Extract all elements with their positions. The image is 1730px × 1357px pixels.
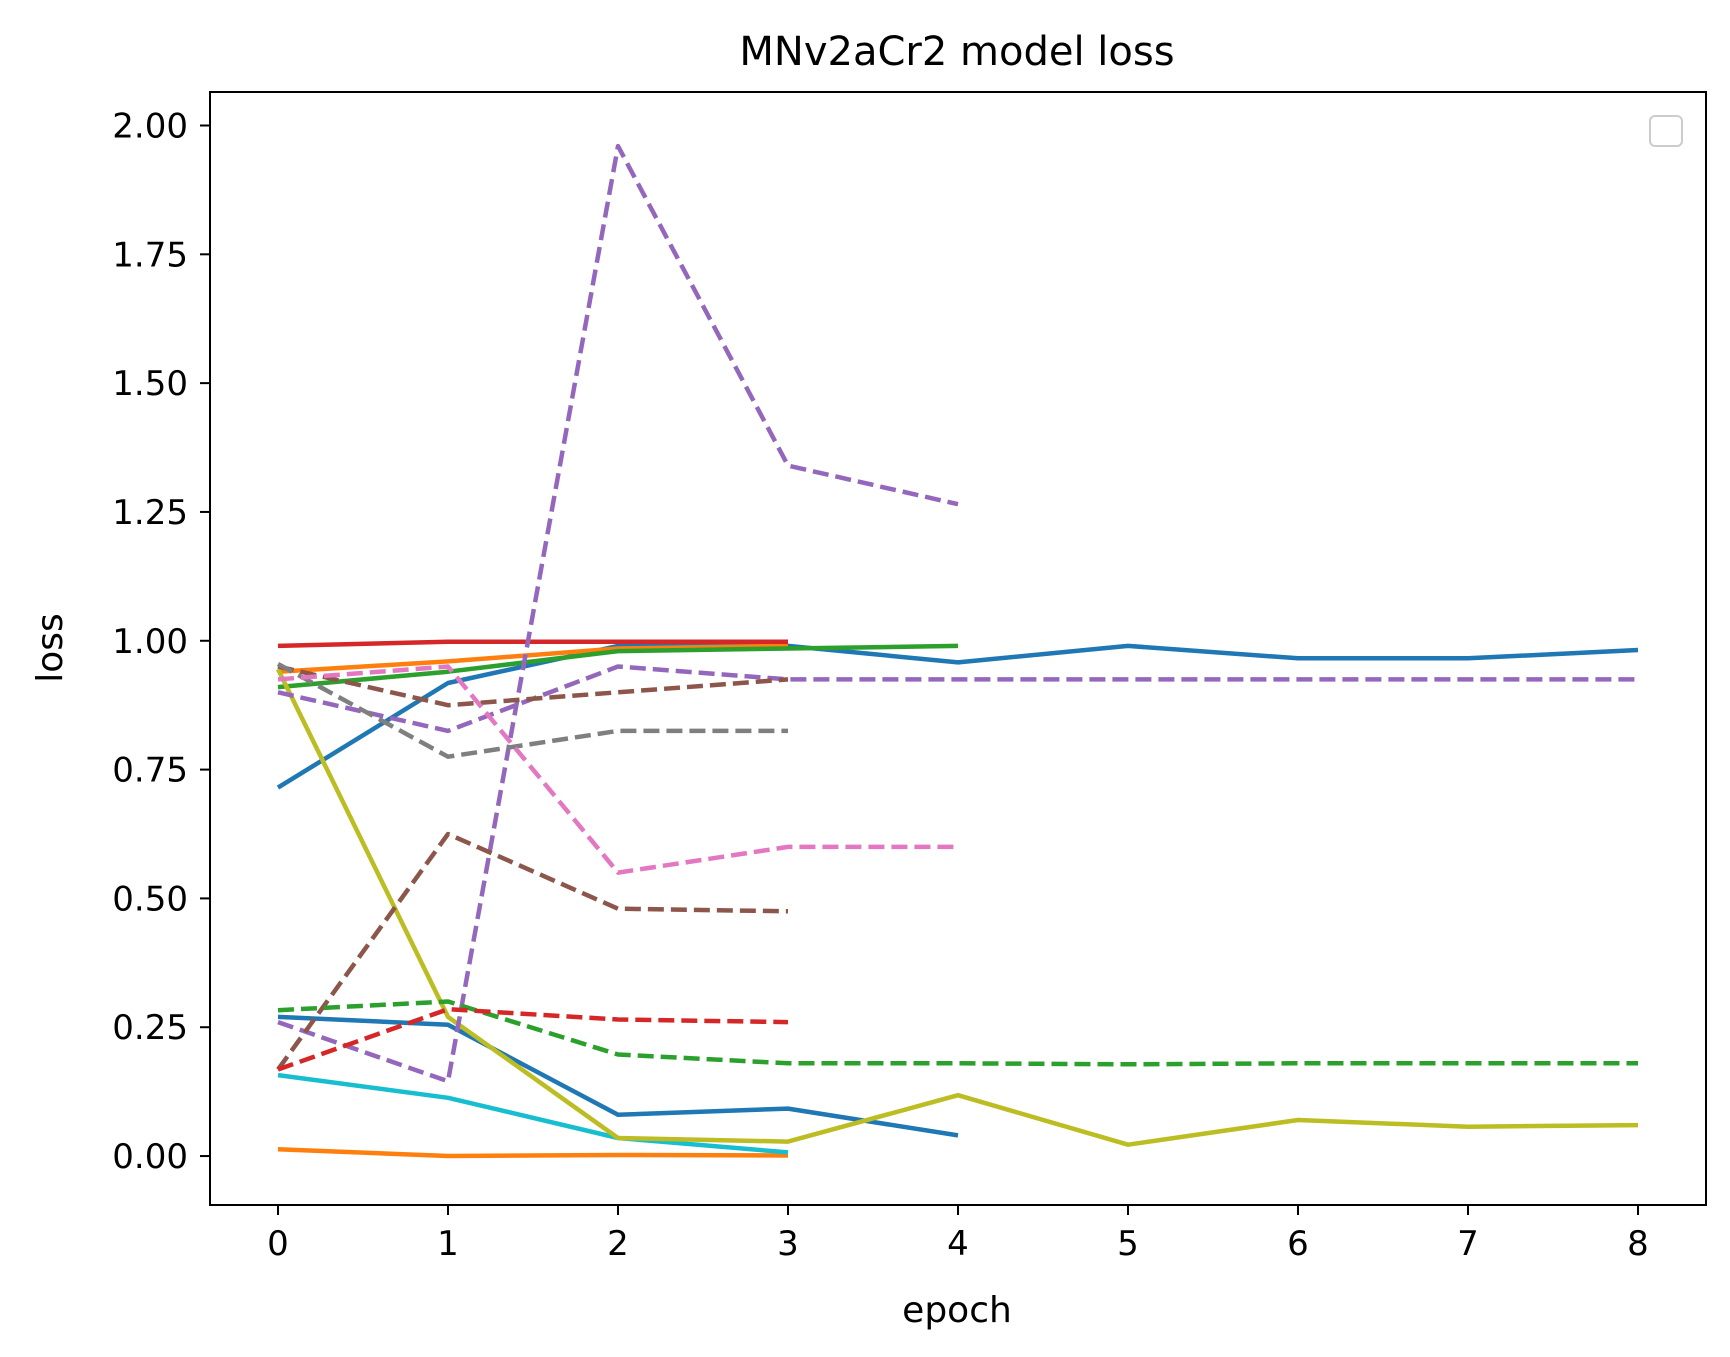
series-line-11 bbox=[277, 664, 789, 708]
y-tick-label: 1.75 bbox=[112, 235, 188, 275]
x-tick-label: 2 bbox=[607, 1224, 629, 1264]
y-tick-label: 0.00 bbox=[112, 1137, 188, 1177]
plot-frame bbox=[209, 91, 1707, 1206]
x-tick-label: 4 bbox=[947, 1224, 969, 1264]
series-line-16 bbox=[277, 1006, 789, 1072]
y-axis-label: loss bbox=[30, 613, 71, 683]
series-line-7 bbox=[277, 1072, 789, 1155]
y-tick-label: 0.75 bbox=[112, 751, 188, 791]
x-tick-label: 0 bbox=[267, 1224, 289, 1264]
series-line-15 bbox=[277, 999, 1638, 1067]
series-line-12 bbox=[276, 831, 789, 1071]
series-line-2 bbox=[277, 643, 789, 674]
series-line-14 bbox=[277, 664, 958, 875]
y-tick-label: 1.00 bbox=[112, 622, 188, 662]
y-tick-label: 0.50 bbox=[112, 879, 188, 919]
x-axis: 0 1 2 3 4 5 6 7 8 bbox=[267, 1205, 1649, 1264]
x-axis-label: epoch bbox=[902, 1290, 1012, 1331]
series-line-9 bbox=[277, 664, 1638, 734]
series-line-8 bbox=[275, 668, 1639, 1147]
series-line-4 bbox=[277, 639, 788, 649]
x-tick-label: 7 bbox=[1457, 1224, 1479, 1264]
series-line-1 bbox=[276, 643, 1639, 790]
x-tick-label: 8 bbox=[1627, 1224, 1649, 1264]
y-tick-label: 0.25 bbox=[112, 1008, 188, 1048]
x-tick-label: 3 bbox=[777, 1224, 799, 1264]
y-tick-label: 2.00 bbox=[112, 106, 188, 146]
y-axis: 0.00 0.25 0.50 0.75 1.00 1.25 1.50 1.75 2.00 bbox=[112, 106, 210, 1177]
y-tick-label: 1.25 bbox=[112, 493, 188, 533]
series-line-13 bbox=[276, 662, 788, 759]
x-tick-label: 1 bbox=[437, 1224, 459, 1264]
chart-title: MNv2aCr2 model loss bbox=[739, 29, 1174, 75]
y-tick-label: 1.50 bbox=[112, 364, 188, 404]
legend-box bbox=[1649, 115, 1683, 147]
series-line-6 bbox=[277, 1147, 789, 1159]
series-line-5 bbox=[277, 1014, 959, 1138]
x-tick-label: 5 bbox=[1117, 1224, 1139, 1264]
series-line-3 bbox=[277, 643, 959, 690]
x-tick-label: 6 bbox=[1287, 1224, 1309, 1264]
plot-lines bbox=[275, 143, 1639, 1159]
series-line-10 bbox=[277, 143, 959, 1084]
